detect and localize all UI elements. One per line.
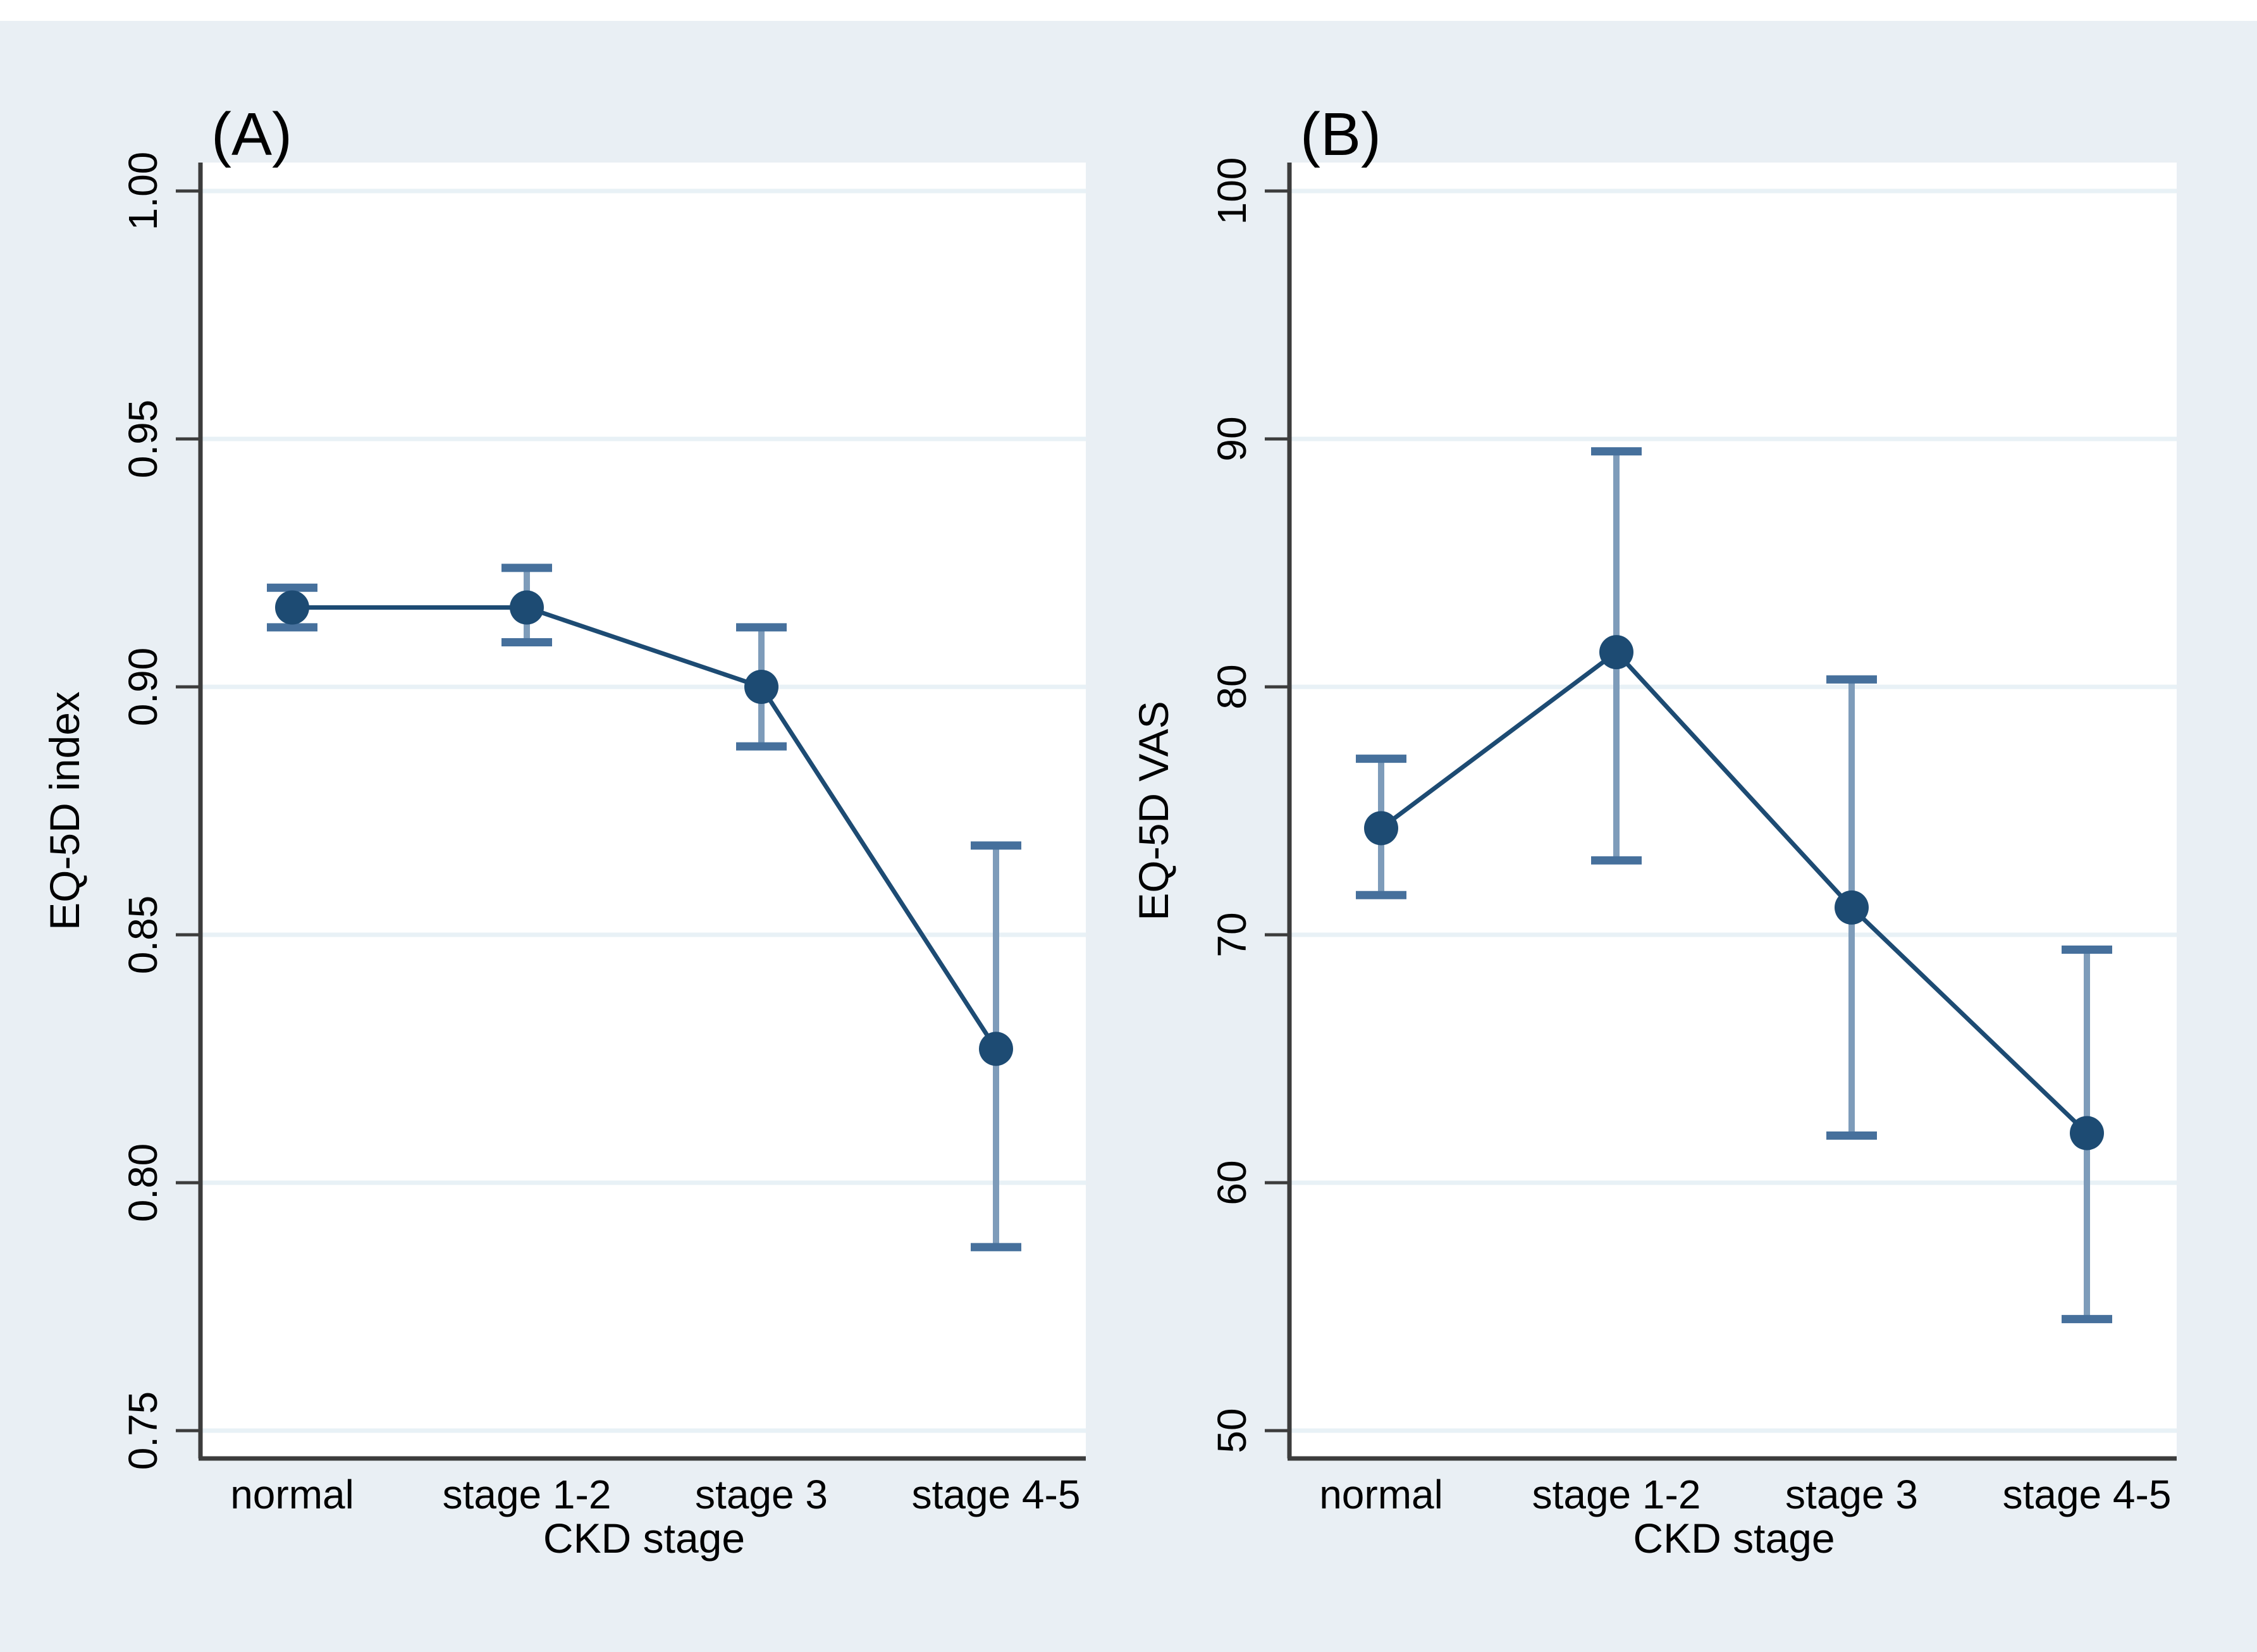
y-tick-label: 1.00 bbox=[120, 152, 166, 231]
y-axis-title: EQ-5D VAS bbox=[1130, 701, 1177, 920]
x-tick-label: stage 1-2 bbox=[443, 1472, 612, 1517]
top-margin-strip bbox=[0, 0, 2257, 21]
y-tick-label: 0.75 bbox=[120, 1391, 166, 1470]
series-line bbox=[1379, 649, 2089, 1135]
data-point bbox=[275, 590, 309, 625]
y-tick-label: 70 bbox=[1209, 912, 1255, 957]
y-tick-label: 0.80 bbox=[120, 1143, 166, 1223]
y-tick-label: 50 bbox=[1209, 1408, 1255, 1453]
x-axis-title: CKD stage bbox=[543, 1515, 745, 1562]
x-tick-label: stage 3 bbox=[695, 1472, 828, 1517]
data-point bbox=[2070, 1116, 2104, 1150]
y-tick-label: 0.90 bbox=[120, 648, 166, 727]
data-point bbox=[510, 590, 544, 625]
data-point bbox=[979, 1032, 1013, 1066]
x-tick-label: stage 1-2 bbox=[1532, 1472, 1701, 1517]
x-tick-label: stage 3 bbox=[1785, 1472, 1918, 1517]
x-axis-title: CKD stage bbox=[1633, 1515, 1835, 1562]
data-point bbox=[1835, 890, 1869, 925]
x-tick-label: stage 4-5 bbox=[2003, 1472, 2172, 1517]
y-tick-label: 100 bbox=[1209, 157, 1255, 225]
y-axis-title: EQ-5D index bbox=[41, 691, 88, 930]
x-tick-label: stage 4-5 bbox=[912, 1472, 1081, 1517]
y-tick-label: 90 bbox=[1209, 416, 1255, 461]
panel-A: 1.00 0.95 0.90 0.85 0.80 0.75 normal stage 1-2 s… bbox=[41, 101, 1086, 1562]
data-point bbox=[1599, 635, 1633, 670]
y-tick-label: 80 bbox=[1209, 664, 1255, 709]
y-tick-label: 0.85 bbox=[120, 896, 166, 975]
plot-area bbox=[202, 163, 1086, 1457]
x-tick-label: normal bbox=[230, 1472, 354, 1517]
data-point bbox=[1364, 811, 1398, 846]
panel-label: (A) bbox=[211, 101, 292, 168]
panel-label: (B) bbox=[1300, 101, 1381, 168]
panel-B: 100 90 80 70 60 50 normal stage 1-2 stage 3 stage… bbox=[1130, 101, 2177, 1562]
y-tick-label: 0.95 bbox=[120, 400, 166, 479]
data-point bbox=[744, 670, 778, 704]
plot-area bbox=[1291, 163, 2177, 1457]
y-tick-label: 60 bbox=[1209, 1160, 1255, 1205]
x-tick-label: normal bbox=[1319, 1472, 1443, 1517]
series-line bbox=[292, 605, 998, 1051]
